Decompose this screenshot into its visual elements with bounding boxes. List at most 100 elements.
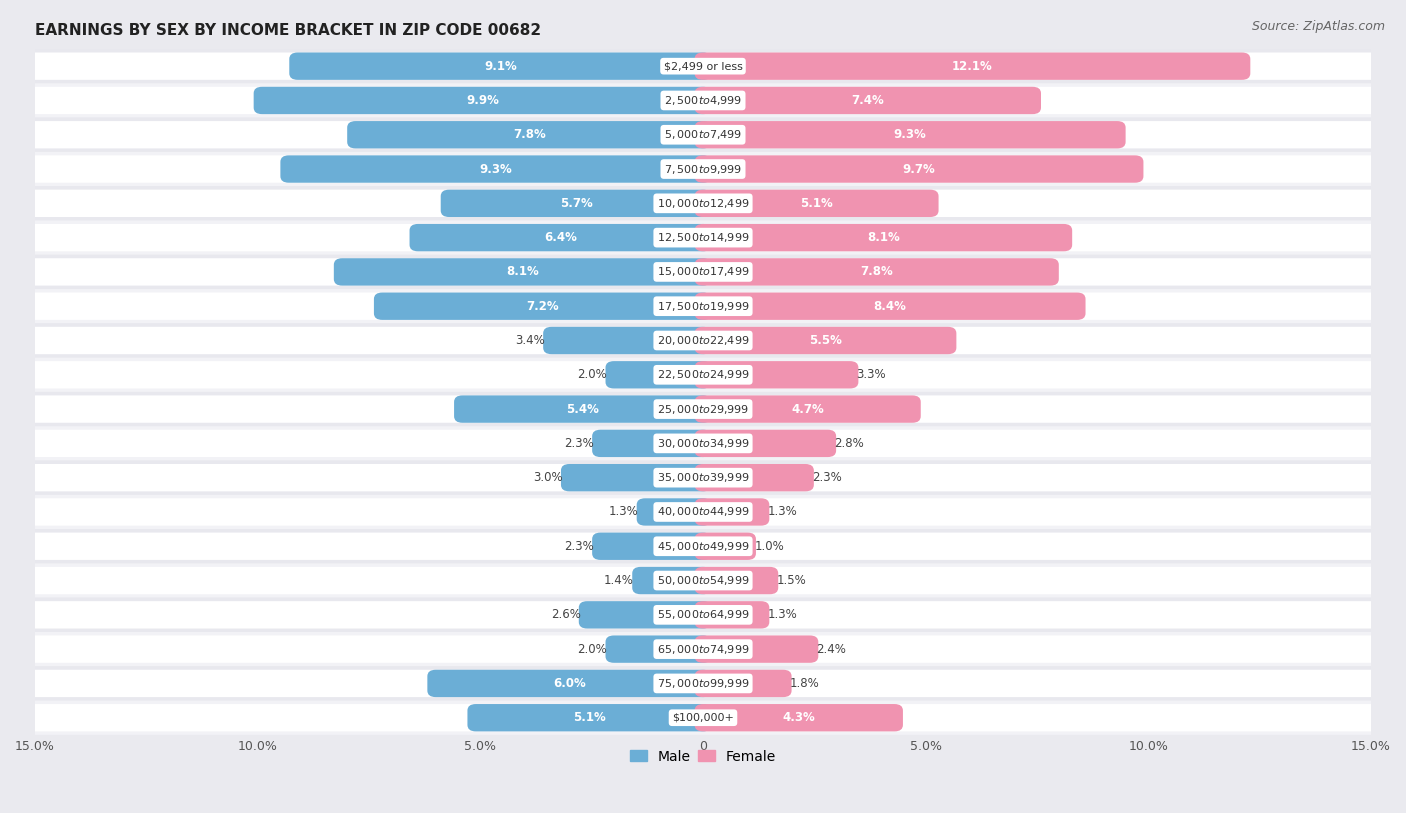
- FancyBboxPatch shape: [695, 567, 779, 594]
- Text: $12,500 to $14,999: $12,500 to $14,999: [657, 231, 749, 244]
- Text: 2.4%: 2.4%: [817, 642, 846, 655]
- Text: 4.7%: 4.7%: [792, 402, 824, 415]
- FancyBboxPatch shape: [467, 704, 711, 732]
- FancyBboxPatch shape: [347, 121, 711, 149]
- FancyBboxPatch shape: [695, 327, 956, 354]
- FancyBboxPatch shape: [606, 361, 711, 389]
- FancyBboxPatch shape: [695, 636, 818, 663]
- FancyBboxPatch shape: [695, 53, 1379, 80]
- FancyBboxPatch shape: [695, 636, 1379, 663]
- FancyBboxPatch shape: [290, 53, 711, 80]
- Text: 9.7%: 9.7%: [903, 163, 935, 176]
- FancyBboxPatch shape: [637, 498, 711, 526]
- Text: $100,000+: $100,000+: [672, 713, 734, 723]
- Text: 5.5%: 5.5%: [808, 334, 842, 347]
- Text: $22,500 to $24,999: $22,500 to $24,999: [657, 368, 749, 381]
- FancyBboxPatch shape: [253, 87, 711, 114]
- FancyBboxPatch shape: [35, 152, 1371, 186]
- FancyBboxPatch shape: [35, 118, 1371, 152]
- Text: 3.0%: 3.0%: [533, 472, 562, 485]
- FancyBboxPatch shape: [695, 601, 769, 628]
- FancyBboxPatch shape: [695, 155, 1379, 183]
- FancyBboxPatch shape: [606, 636, 711, 663]
- FancyBboxPatch shape: [35, 220, 1371, 254]
- FancyBboxPatch shape: [27, 87, 711, 114]
- Text: 2.0%: 2.0%: [578, 368, 607, 381]
- Text: 8.1%: 8.1%: [506, 265, 538, 278]
- FancyBboxPatch shape: [695, 430, 1379, 457]
- Text: 5.1%: 5.1%: [800, 197, 832, 210]
- Text: 7.8%: 7.8%: [513, 128, 546, 141]
- Text: $10,000 to $12,499: $10,000 to $12,499: [657, 197, 749, 210]
- FancyBboxPatch shape: [695, 87, 1040, 114]
- Text: 9.1%: 9.1%: [484, 59, 517, 72]
- FancyBboxPatch shape: [695, 395, 1379, 423]
- FancyBboxPatch shape: [35, 324, 1371, 358]
- FancyBboxPatch shape: [695, 670, 1379, 697]
- Text: $35,000 to $39,999: $35,000 to $39,999: [657, 472, 749, 485]
- Text: $75,000 to $99,999: $75,000 to $99,999: [657, 677, 749, 690]
- FancyBboxPatch shape: [27, 636, 711, 663]
- FancyBboxPatch shape: [35, 598, 1371, 632]
- Text: 2.0%: 2.0%: [578, 642, 607, 655]
- FancyBboxPatch shape: [440, 189, 711, 217]
- Text: $65,000 to $74,999: $65,000 to $74,999: [657, 642, 749, 655]
- FancyBboxPatch shape: [695, 155, 1143, 183]
- FancyBboxPatch shape: [35, 563, 1371, 598]
- Text: $2,500 to $4,999: $2,500 to $4,999: [664, 94, 742, 107]
- FancyBboxPatch shape: [695, 87, 1379, 114]
- FancyBboxPatch shape: [695, 293, 1085, 320]
- Text: $55,000 to $64,999: $55,000 to $64,999: [657, 608, 749, 621]
- FancyBboxPatch shape: [695, 53, 1250, 80]
- FancyBboxPatch shape: [454, 395, 711, 423]
- FancyBboxPatch shape: [35, 667, 1371, 701]
- FancyBboxPatch shape: [695, 293, 1379, 320]
- Text: 9.3%: 9.3%: [479, 163, 512, 176]
- Text: 1.8%: 1.8%: [790, 677, 820, 690]
- FancyBboxPatch shape: [35, 426, 1371, 460]
- FancyBboxPatch shape: [695, 430, 837, 457]
- FancyBboxPatch shape: [27, 293, 711, 320]
- FancyBboxPatch shape: [280, 155, 711, 183]
- FancyBboxPatch shape: [27, 53, 711, 80]
- Text: 3.4%: 3.4%: [515, 334, 546, 347]
- FancyBboxPatch shape: [561, 464, 711, 491]
- Text: 6.0%: 6.0%: [553, 677, 586, 690]
- FancyBboxPatch shape: [27, 601, 711, 628]
- FancyBboxPatch shape: [695, 704, 903, 732]
- FancyBboxPatch shape: [27, 670, 711, 697]
- FancyBboxPatch shape: [35, 186, 1371, 220]
- FancyBboxPatch shape: [695, 189, 939, 217]
- Text: 5.1%: 5.1%: [574, 711, 606, 724]
- FancyBboxPatch shape: [695, 361, 859, 389]
- FancyBboxPatch shape: [35, 392, 1371, 426]
- Text: $40,000 to $44,999: $40,000 to $44,999: [657, 506, 749, 519]
- Text: 2.3%: 2.3%: [564, 437, 593, 450]
- FancyBboxPatch shape: [695, 464, 814, 491]
- FancyBboxPatch shape: [695, 224, 1073, 251]
- FancyBboxPatch shape: [695, 670, 792, 697]
- FancyBboxPatch shape: [695, 395, 921, 423]
- Text: $45,000 to $49,999: $45,000 to $49,999: [657, 540, 749, 553]
- FancyBboxPatch shape: [35, 358, 1371, 392]
- FancyBboxPatch shape: [27, 567, 711, 594]
- FancyBboxPatch shape: [35, 632, 1371, 667]
- Text: 4.3%: 4.3%: [782, 711, 815, 724]
- FancyBboxPatch shape: [695, 498, 1379, 526]
- FancyBboxPatch shape: [35, 529, 1371, 563]
- Text: 8.4%: 8.4%: [873, 300, 907, 313]
- FancyBboxPatch shape: [27, 533, 711, 560]
- FancyBboxPatch shape: [27, 704, 711, 732]
- FancyBboxPatch shape: [27, 430, 711, 457]
- FancyBboxPatch shape: [27, 189, 711, 217]
- FancyBboxPatch shape: [695, 259, 1379, 285]
- Text: $5,000 to $7,499: $5,000 to $7,499: [664, 128, 742, 141]
- Text: 8.1%: 8.1%: [868, 231, 900, 244]
- Text: 7.8%: 7.8%: [860, 265, 893, 278]
- FancyBboxPatch shape: [695, 533, 1379, 560]
- Text: 7.2%: 7.2%: [526, 300, 560, 313]
- Text: 7.4%: 7.4%: [852, 94, 884, 107]
- Text: 6.4%: 6.4%: [544, 231, 576, 244]
- FancyBboxPatch shape: [35, 289, 1371, 324]
- FancyBboxPatch shape: [695, 601, 1379, 628]
